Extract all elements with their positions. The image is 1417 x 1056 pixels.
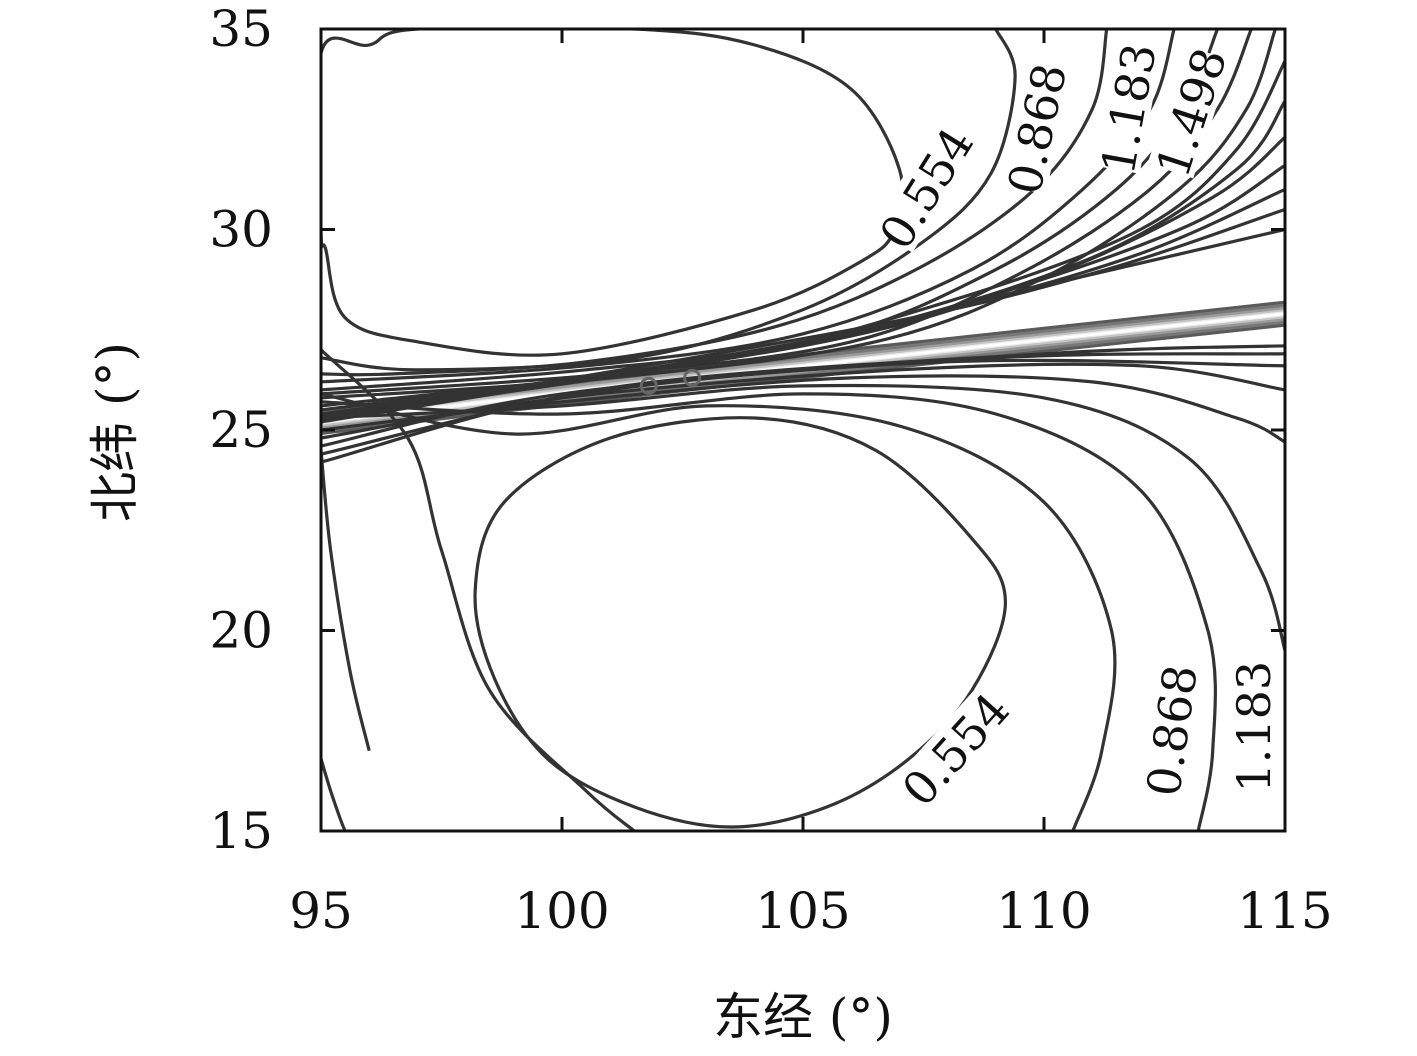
x-tick-label: 115 xyxy=(1237,882,1332,940)
svg-text:1.183: 1.183 xyxy=(1227,661,1281,793)
y-axis-title: 北纬 (°) xyxy=(86,342,144,522)
x-tick-label: 105 xyxy=(755,882,850,940)
station-markers xyxy=(639,368,702,395)
station-marker xyxy=(639,376,658,395)
axis-ticks: 95 100 105 110 115 15 20 25 30 35 xyxy=(209,0,1332,940)
y-tick-label: 30 xyxy=(209,201,273,259)
contour-line-1 xyxy=(321,29,1109,377)
contour-line-14 xyxy=(321,449,371,752)
y-tick-label: 15 xyxy=(209,802,273,860)
contour-label: 1.183 xyxy=(1227,661,1281,793)
y-tick-label: 20 xyxy=(209,602,273,660)
y-tick-label: 25 xyxy=(209,401,273,459)
y-tick-label: 35 xyxy=(209,0,273,58)
contour-line-18 xyxy=(321,383,1285,652)
station-marker xyxy=(683,368,702,387)
x-tick-label: 110 xyxy=(996,882,1091,940)
contour-line-12 xyxy=(321,227,1285,424)
closed-contour-1 xyxy=(473,416,1008,829)
closed-contour-0 xyxy=(321,29,905,357)
contour-line-16 xyxy=(321,392,1117,831)
x-tick-label: 95 xyxy=(289,882,353,940)
contour-line-0 xyxy=(321,29,1017,372)
contour-line-15 xyxy=(321,758,347,831)
contour-line-23 xyxy=(321,344,1285,464)
contour-line-19 xyxy=(321,374,1285,444)
contour-label: 1.183 xyxy=(1091,39,1167,178)
x-axis-title: 东经 (°) xyxy=(713,988,893,1046)
contour-line-17 xyxy=(321,392,1217,831)
x-tick-label: 100 xyxy=(514,882,609,940)
